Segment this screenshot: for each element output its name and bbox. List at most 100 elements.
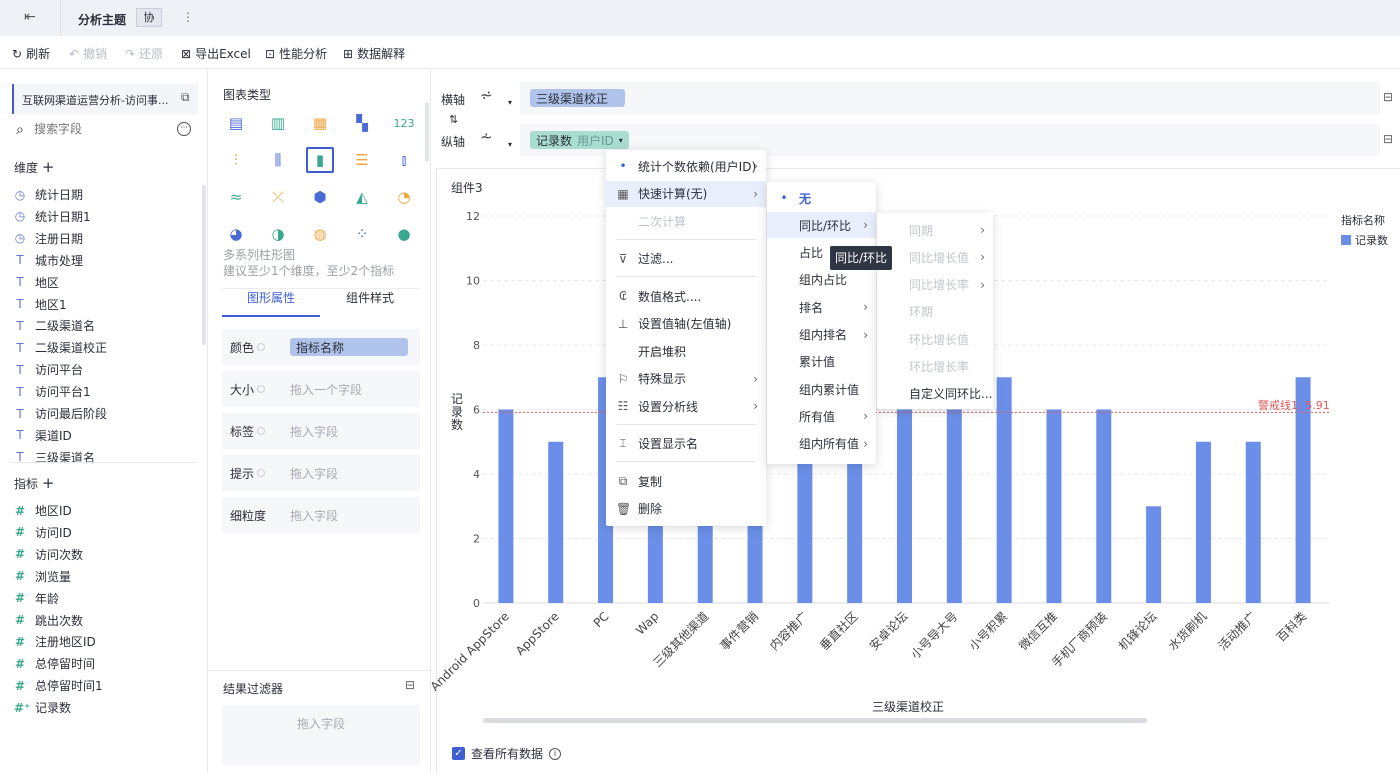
chart-type-multi-bar-icon[interactable]: ▮	[306, 147, 334, 173]
property-row[interactable]: 细粒度 拖入字段	[222, 497, 420, 533]
more-options-icon[interactable]: ···	[177, 122, 191, 136]
chart-type-pie-icon[interactable]: ◕	[229, 225, 243, 243]
property-row[interactable]: 大小 拖入一个字段	[222, 371, 420, 407]
menu-item[interactable]: 组内占比	[767, 267, 876, 293]
y-axis-field-pill[interactable]: 记录数 用户ID ▾	[530, 131, 629, 149]
more-icon[interactable]: ⋮	[182, 10, 194, 24]
dimension-field[interactable]: T 二级渠道名	[14, 317, 95, 334]
menu-item[interactable]: ⊽ 过滤...	[606, 246, 766, 272]
property-row[interactable]: 颜色 指标名称	[222, 329, 420, 365]
measure-field[interactable]: # 访问ID	[14, 524, 72, 541]
menu-item[interactable]: 累计值	[767, 349, 876, 375]
chart-type-table-icon[interactable]: ▤	[228, 114, 244, 132]
measure-field[interactable]: # 地区ID	[14, 502, 72, 519]
tab-component-style[interactable]: 组件样式	[320, 290, 420, 317]
measure-field[interactable]: # 浏览量	[14, 568, 71, 585]
dimension-field[interactable]: T 地区	[14, 274, 59, 291]
chart-type-horizontal-bar-icon[interactable]: ☰	[355, 151, 369, 169]
menu-item[interactable]: 自定义同环比...	[877, 381, 993, 407]
collab-badge[interactable]: 协	[136, 8, 162, 27]
measure-field[interactable]: # 年龄	[14, 590, 59, 607]
measure-field[interactable]: # 注册地区ID	[14, 633, 96, 650]
measure-field[interactable]: # 总停留时间	[14, 655, 95, 672]
dimension-field[interactable]: T 访问平台1	[14, 383, 90, 400]
menu-item[interactable]: • 统计个数依赖(用户ID) ›	[606, 153, 766, 179]
menu-item[interactable]: ⌶ 设置显示名	[606, 431, 766, 457]
dimension-field[interactable]: ◷ 统计日期1	[14, 208, 91, 225]
property-value-pill[interactable]: 指标名称	[290, 338, 408, 356]
chart-type-crossing-line-icon[interactable]: ⤫	[271, 188, 284, 206]
dimension-field[interactable]: T 三级渠道名	[14, 449, 95, 466]
dimension-field[interactable]: ◷ 注册日期	[14, 230, 83, 247]
scrollbar[interactable]	[202, 185, 206, 345]
dimension-field[interactable]: T 二级渠道校正	[14, 339, 107, 356]
y-axis-type-icon[interactable]: ⩪	[480, 128, 493, 146]
x-axis-field-pill[interactable]: 三级渠道校正	[530, 89, 625, 107]
menu-item[interactable]: 组内排名 ›	[767, 322, 876, 348]
lock-icon[interactable]: ⊟	[1383, 90, 1394, 104]
settings-icon[interactable]	[257, 385, 266, 393]
x-axis-dropzone[interactable]	[520, 82, 1380, 114]
menu-item[interactable]: • 无	[767, 185, 876, 211]
menu-item[interactable]: 组内所有值 ›	[767, 431, 876, 457]
chart-type-grouped-table-icon[interactable]: ▚	[356, 114, 368, 132]
property-row[interactable]: 提示 拖入字段	[222, 455, 420, 491]
menu-item[interactable]: 开启堆积	[606, 338, 766, 364]
settings-icon[interactable]	[257, 343, 266, 351]
menu-item[interactable]: ⧉ 复制	[606, 468, 766, 494]
tab-graphic-properties[interactable]: 图形属性	[222, 290, 320, 317]
chart-type-bubble-icon[interactable]: ●	[397, 225, 411, 243]
measure-field[interactable]: # 总停留时间1	[14, 677, 103, 694]
measure-field[interactable]: #⁺ 记录数	[14, 699, 71, 716]
dimension-field[interactable]: T 访问平台	[14, 361, 83, 378]
refresh-button[interactable]: ↻ 刷新	[12, 45, 50, 62]
dropdown-icon[interactable]: ▾	[508, 140, 513, 149]
menu-item[interactable]: 同比/环比 ›	[767, 212, 876, 239]
back-icon[interactable]: ⇤	[24, 9, 36, 25]
property-row[interactable]: 标签 拖入字段	[222, 413, 420, 449]
measure-field[interactable]: # 访问次数	[14, 546, 83, 563]
menu-item[interactable]: 排名 ›	[767, 294, 876, 320]
dimension-field[interactable]: ◷ 统计日期	[14, 186, 83, 203]
chart-type-gauge-icon[interactable]: ◔	[397, 188, 411, 206]
data-explain-button[interactable]: ⊞ 数据解释	[343, 45, 405, 62]
chart-type-detail-table-icon[interactable]: ▦	[312, 114, 328, 132]
dimension-field[interactable]: T 渠道ID	[14, 427, 71, 444]
chart-type-scatter-icon[interactable]: ⁘	[355, 225, 369, 243]
search-input[interactable]	[34, 122, 164, 136]
swap-axes-icon[interactable]: ⇅	[449, 113, 459, 126]
chart-type-stacked-bar-icon[interactable]: ⫼	[274, 151, 282, 169]
add-dimension-icon[interactable]: +	[41, 158, 55, 176]
menu-item[interactable]: ⊥ 设置值轴(左值轴)	[606, 311, 766, 337]
undo-button[interactable]: ↶ 撤销	[69, 45, 107, 62]
redo-button[interactable]: ↷ 还原	[125, 45, 163, 62]
chart-type-multi-pie-icon[interactable]: ◍	[313, 225, 327, 243]
dimension-field[interactable]: T 访问最后阶段	[14, 405, 107, 422]
chart-type-radar-icon[interactable]: ⬢	[313, 188, 327, 206]
checkbox-checked-icon[interactable]: ✓	[452, 747, 465, 760]
lock-icon[interactable]: ⊟	[405, 678, 416, 692]
chart-type-rose-icon[interactable]: ◑	[271, 225, 285, 243]
scrollbar[interactable]	[425, 102, 429, 162]
menu-item[interactable]: ⚐ 特殊显示 ›	[606, 366, 766, 392]
measure-field[interactable]: # 跳出次数	[14, 612, 83, 629]
menu-item[interactable]: 占比	[767, 240, 876, 266]
dimension-field[interactable]: T 城市处理	[14, 252, 83, 269]
x-axis-type-icon[interactable]: ⩫	[480, 86, 493, 104]
chart-type-area-icon[interactable]: ◭	[356, 188, 368, 206]
menu-item[interactable]: ▦ 快速计算(无) ›	[606, 180, 766, 207]
chart-type-range-bar-icon[interactable]: ⫾	[401, 151, 407, 169]
chart-type-cross-table-icon[interactable]: ▥	[270, 114, 286, 132]
horizontal-scrollbar[interactable]	[483, 718, 1147, 723]
dropdown-icon[interactable]: ▾	[508, 98, 513, 107]
settings-icon[interactable]	[257, 427, 266, 435]
lock-icon[interactable]: ⊟	[1383, 132, 1394, 146]
settings-icon[interactable]	[257, 469, 266, 477]
show-all-data-checkbox[interactable]: ✓ 查看所有数据 i	[452, 745, 562, 762]
info-icon[interactable]: i	[549, 747, 562, 760]
chart-type-grouped-bar-icon[interactable]: ⫶	[234, 151, 238, 169]
menu-item[interactable]: 所有值 ›	[767, 403, 876, 429]
menu-item[interactable]: 组内累计值	[767, 376, 876, 402]
dataset-selector[interactable]: 互联网渠道运营分析-访问事... ⧉	[12, 84, 198, 114]
legend-item[interactable]: 记录数	[1341, 232, 1388, 248]
